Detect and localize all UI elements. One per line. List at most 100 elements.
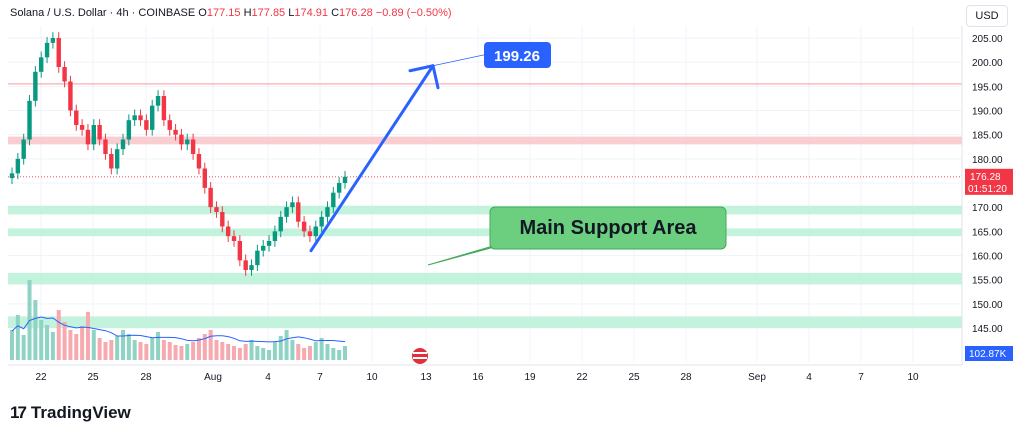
volume-bar [237, 348, 242, 360]
volume-bar [278, 336, 283, 360]
price-tick-label: 200.00 [972, 58, 1003, 69]
candle-body [261, 245, 266, 251]
volume-bar [296, 344, 301, 360]
volume-bar [138, 342, 143, 360]
low-label: L [288, 7, 295, 19]
candle-body [307, 231, 313, 237]
candle-body [331, 192, 336, 208]
volume-bar [243, 344, 248, 360]
candle-body [39, 57, 44, 72]
volume-bar [331, 348, 336, 360]
volume-bar [255, 346, 260, 360]
volume-bar [307, 346, 312, 360]
volume-bar [126, 334, 131, 360]
support-zone [8, 316, 962, 328]
time-tick-label: Aug [204, 372, 222, 383]
price-tick-label: 170.00 [972, 203, 1003, 214]
volume-bar [74, 334, 79, 360]
volume-bar [267, 350, 272, 360]
time-tick-label: 16 [472, 372, 484, 383]
time-tick-label: 28 [140, 372, 152, 383]
volume-bar [161, 340, 166, 360]
candle-body [144, 120, 149, 130]
candle-body [202, 168, 207, 188]
volume-bar [208, 330, 213, 360]
volume-bar [115, 336, 120, 360]
candle-body [208, 187, 213, 208]
support-zone [8, 205, 962, 215]
time-tick-label: 19 [524, 372, 536, 383]
time-tick-label: 13 [420, 372, 432, 383]
volume-value: 102.87K [969, 349, 1007, 360]
volume-bar [249, 340, 254, 360]
price-tick-label: 190.00 [972, 107, 1003, 118]
price-tick-label: 150.00 [972, 300, 1003, 311]
price-tick-label: 180.00 [972, 155, 1003, 166]
candle-body [132, 115, 137, 121]
volume-bar [56, 310, 61, 360]
tradingview-logo[interactable]: 17 TradingView [10, 403, 131, 423]
time-tick-label: 7 [317, 372, 323, 383]
brand-name: TradingView [30, 403, 131, 422]
support-zone [8, 272, 962, 285]
open-label: O [198, 7, 207, 19]
volume-bar [15, 315, 20, 360]
projection-arrow [309, 64, 435, 253]
candle-body [155, 96, 161, 106]
volume-bar [313, 342, 318, 360]
candle-body [319, 216, 324, 227]
callout-box [489, 206, 727, 250]
volume-bar [214, 340, 219, 360]
resistance-zone [8, 136, 962, 145]
candle-body [190, 139, 196, 154]
bar-countdown: 01:51:20 [968, 184, 1007, 195]
candle-body [243, 260, 248, 270]
support-zone [8, 228, 962, 237]
high-label: H [243, 7, 252, 19]
candle-body [249, 265, 254, 270]
candle-body [114, 149, 120, 169]
candle-body [167, 120, 172, 130]
price-tick-label: 205.00 [972, 34, 1003, 45]
volume-bar [68, 330, 73, 360]
volume-bar [91, 330, 96, 360]
volume-bar [109, 340, 114, 360]
tv-logo-icon: 17 [10, 403, 27, 422]
volume-bar [33, 300, 38, 360]
candle-body [85, 129, 91, 145]
price-tick-label: 185.00 [972, 131, 1003, 142]
time-tick-label: 25 [628, 372, 640, 383]
candle-body [103, 139, 108, 154]
time-tick-label: 10 [907, 372, 919, 383]
candle-body [278, 216, 283, 232]
volume-bar [226, 344, 231, 360]
time-tick-label: 22 [576, 372, 588, 383]
time-tick-label: 25 [87, 372, 99, 383]
volume-bar [50, 332, 55, 360]
candle-body [231, 236, 237, 241]
last-price-value: 176.28 [970, 172, 1001, 183]
candle-body [33, 71, 38, 101]
low-value: 174.91 [294, 7, 329, 19]
volume-bar [325, 344, 330, 360]
candle-body [196, 154, 202, 169]
open-value: 177.15 [206, 7, 241, 19]
candle-body [15, 158, 21, 174]
time-tick-label: Sep [748, 372, 766, 383]
us-flag-icon [413, 357, 427, 359]
candle-body [150, 105, 155, 130]
time-tick-label: 22 [35, 372, 47, 383]
volume-bar [202, 334, 207, 360]
volume-bar [302, 348, 307, 360]
candle-body [91, 125, 96, 145]
volume-bar [10, 330, 14, 360]
target-label-box [484, 42, 551, 68]
volume-bar [196, 338, 201, 360]
currency-button[interactable]: USD [966, 5, 1008, 27]
candle-body [255, 250, 260, 266]
candle-body [126, 120, 132, 140]
volume-tag [965, 346, 1013, 361]
volume-ma-line [11, 316, 346, 343]
candle-body [56, 38, 61, 67]
